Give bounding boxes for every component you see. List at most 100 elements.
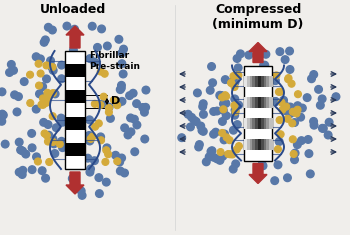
- Circle shape: [8, 61, 15, 68]
- Bar: [258, 139, 261, 150]
- Circle shape: [126, 92, 133, 99]
- Circle shape: [45, 131, 52, 139]
- Circle shape: [223, 134, 230, 141]
- Circle shape: [281, 102, 289, 109]
- Circle shape: [245, 51, 253, 59]
- Circle shape: [199, 128, 207, 135]
- Circle shape: [105, 104, 112, 111]
- Circle shape: [120, 45, 127, 53]
- Circle shape: [118, 84, 125, 92]
- Circle shape: [289, 136, 296, 143]
- Circle shape: [51, 150, 58, 157]
- Circle shape: [33, 105, 40, 113]
- Circle shape: [86, 137, 93, 145]
- Circle shape: [320, 125, 327, 132]
- Circle shape: [51, 90, 59, 98]
- Circle shape: [87, 135, 94, 142]
- Circle shape: [33, 53, 40, 61]
- Circle shape: [98, 100, 106, 108]
- Circle shape: [206, 86, 214, 94]
- Circle shape: [315, 86, 322, 93]
- Circle shape: [219, 129, 226, 137]
- Circle shape: [118, 98, 126, 105]
- Circle shape: [44, 95, 51, 102]
- Circle shape: [103, 147, 110, 154]
- Bar: [258, 97, 261, 108]
- Bar: [266, 118, 270, 129]
- Circle shape: [231, 95, 239, 103]
- Circle shape: [280, 97, 287, 104]
- Bar: [255, 118, 259, 129]
- Circle shape: [117, 86, 124, 94]
- Circle shape: [227, 151, 234, 158]
- Circle shape: [310, 118, 317, 125]
- Circle shape: [219, 153, 227, 160]
- Bar: [65, 143, 85, 156]
- Circle shape: [253, 165, 261, 172]
- Circle shape: [105, 103, 113, 111]
- Circle shape: [48, 63, 56, 71]
- Circle shape: [286, 103, 294, 111]
- Circle shape: [1, 140, 9, 148]
- Circle shape: [218, 92, 225, 99]
- FancyArrow shape: [66, 26, 84, 48]
- Circle shape: [91, 157, 98, 164]
- Bar: [65, 117, 85, 130]
- Circle shape: [20, 78, 28, 85]
- Circle shape: [284, 115, 291, 122]
- Circle shape: [299, 104, 306, 112]
- Circle shape: [222, 92, 229, 99]
- Bar: [65, 51, 85, 169]
- Circle shape: [42, 174, 49, 182]
- Bar: [247, 76, 250, 87]
- Circle shape: [91, 58, 98, 66]
- Circle shape: [33, 153, 40, 161]
- Circle shape: [141, 135, 148, 143]
- Circle shape: [281, 56, 289, 63]
- Circle shape: [207, 148, 215, 155]
- Circle shape: [94, 43, 101, 51]
- Bar: [261, 97, 264, 108]
- Circle shape: [225, 151, 232, 157]
- Circle shape: [115, 35, 123, 43]
- Circle shape: [275, 88, 282, 95]
- Circle shape: [86, 168, 94, 176]
- Circle shape: [0, 117, 3, 125]
- Bar: [250, 118, 253, 129]
- Circle shape: [127, 128, 135, 136]
- Circle shape: [6, 69, 13, 76]
- Circle shape: [27, 71, 34, 78]
- Circle shape: [212, 128, 219, 136]
- Circle shape: [133, 121, 141, 129]
- Circle shape: [36, 90, 43, 98]
- Bar: [252, 76, 256, 87]
- Circle shape: [178, 134, 186, 141]
- Circle shape: [213, 107, 221, 115]
- Bar: [250, 139, 253, 150]
- Circle shape: [210, 153, 218, 161]
- Circle shape: [210, 108, 217, 115]
- Circle shape: [190, 116, 198, 124]
- Circle shape: [19, 171, 26, 178]
- Circle shape: [38, 167, 46, 175]
- Circle shape: [130, 90, 137, 97]
- Circle shape: [56, 141, 63, 148]
- Circle shape: [272, 98, 279, 106]
- Bar: [264, 139, 267, 150]
- Circle shape: [279, 106, 286, 113]
- Circle shape: [114, 102, 121, 109]
- Circle shape: [28, 166, 36, 173]
- Circle shape: [49, 113, 56, 120]
- Circle shape: [50, 140, 58, 148]
- Bar: [244, 66, 272, 161]
- Circle shape: [19, 147, 26, 155]
- Circle shape: [89, 133, 96, 140]
- Text: Fibrillar
Pre-strain: Fibrillar Pre-strain: [89, 51, 140, 71]
- Circle shape: [216, 91, 224, 99]
- Circle shape: [37, 70, 44, 77]
- Circle shape: [231, 78, 239, 86]
- Circle shape: [40, 118, 48, 126]
- Circle shape: [57, 114, 65, 122]
- Circle shape: [77, 187, 85, 195]
- Circle shape: [230, 73, 237, 79]
